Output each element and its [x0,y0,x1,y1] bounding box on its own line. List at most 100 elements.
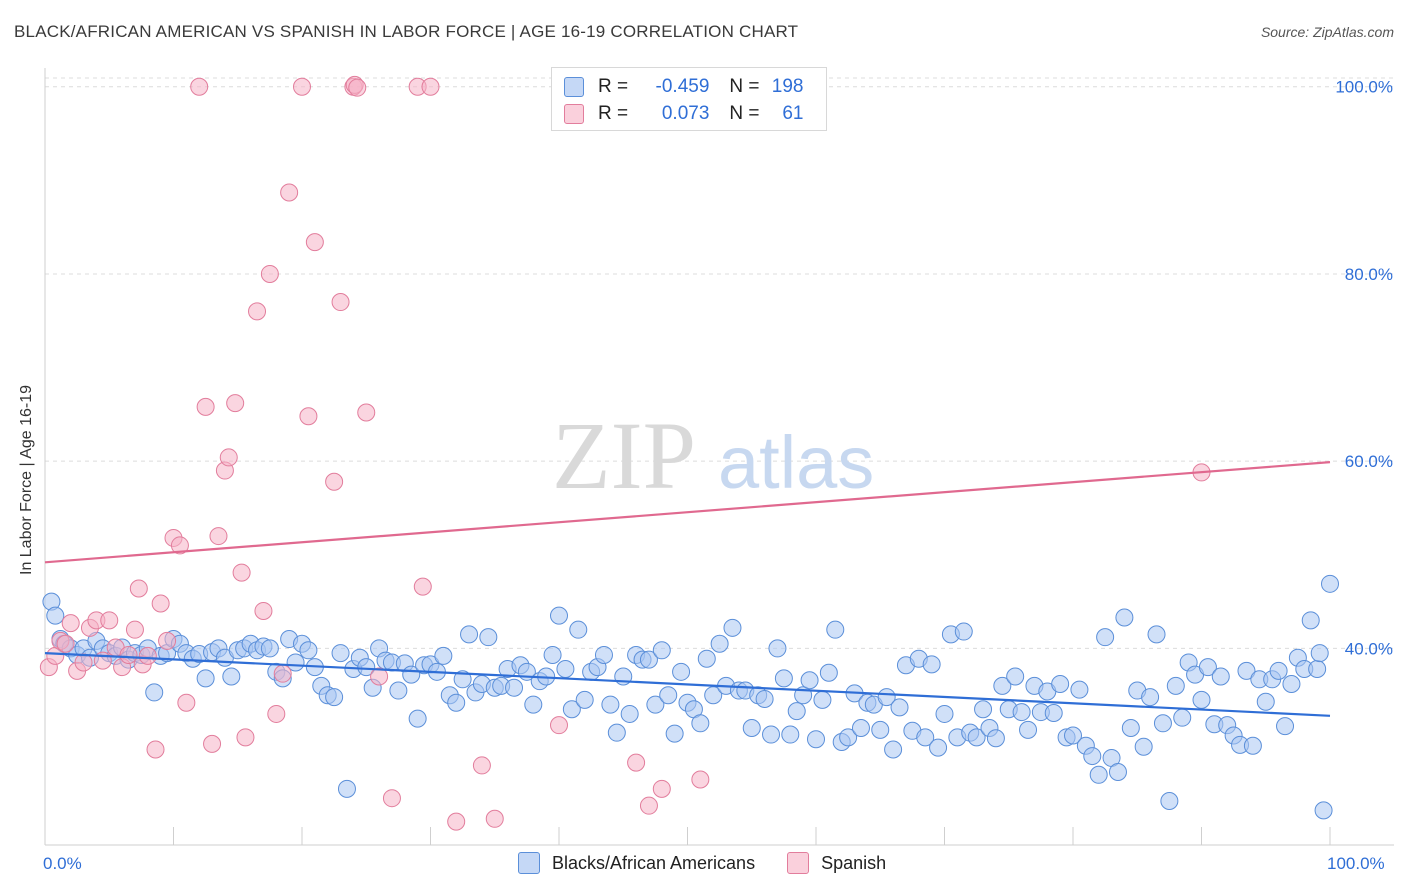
data-point [524,695,543,714]
data-point [1115,608,1134,627]
data-point [1083,747,1102,766]
data-point [550,716,568,735]
data-point [787,702,806,721]
r-value: -0.459 [655,76,710,97]
data-point [74,653,93,672]
data-point [550,606,568,625]
data-point [331,293,350,312]
data-point [819,663,838,682]
data-point [569,620,588,639]
data-point [273,664,292,683]
data-point [190,77,209,96]
series-blacks-points [42,574,1339,820]
data-point [659,686,678,705]
y-tick-label: 60.0% [1345,452,1393,471]
data-point [370,667,389,686]
data-point [652,779,671,798]
data-point [1166,676,1185,695]
data-point [697,649,716,668]
data-point [556,660,575,679]
data-point [260,264,279,283]
data-point [472,756,491,775]
data-point [1314,801,1333,820]
data-point [639,650,658,669]
data-point [232,563,251,582]
data-point [129,579,148,598]
data-point [774,669,793,688]
data-point [254,601,273,620]
n-value: 61 [782,103,804,124]
data-point [1044,704,1063,723]
data-point [325,688,344,707]
data-point [993,676,1012,695]
watermark-atlas: atlas [718,421,874,504]
data-point [594,645,613,664]
data-point [1019,720,1038,739]
data-point [226,394,245,413]
data-point [331,644,350,663]
data-point [1070,680,1089,699]
data-point [408,709,427,728]
data-point [922,655,941,674]
data-point [203,734,222,753]
data-point [1243,736,1262,755]
data-point [543,645,562,664]
data-point [447,693,466,712]
data-point [460,625,479,644]
data-point [145,683,164,702]
data-point [1121,718,1140,737]
n-label: N = [729,76,760,97]
legend-swatch-spanish [787,852,810,874]
data-point [479,628,498,647]
n-label: N = [729,103,760,124]
data-point [884,740,903,759]
data-point [337,779,356,798]
data-point [601,695,620,714]
series-legend: Blacks/African Americans Spanish [518,852,918,874]
correlation-legend: R = -0.459 N = 198 R = 0.073 N = 61 [551,67,827,131]
gridlines [45,77,1394,649]
data-point [447,812,466,831]
data-point [1064,726,1082,745]
data-point [248,302,267,321]
legend-swatch-spanish [564,104,584,124]
data-point [807,730,825,749]
data-point [1160,792,1179,811]
data-point [46,606,65,625]
data-point [916,728,935,747]
chart-title: BLACK/AFRICAN AMERICAN VS SPANISH IN LAB… [14,22,799,41]
data-point [1198,658,1217,677]
legend-item-blacks[interactable]: Blacks/African Americans [518,852,755,874]
data-point [620,704,639,723]
data-point [56,634,75,653]
data-point [826,620,845,639]
data-point [1237,661,1256,680]
legend-swatch-blacks [564,77,584,97]
data-point [146,740,165,759]
data-point [1308,660,1327,679]
data-point [219,448,238,467]
r-label: R = [598,76,629,97]
data-point [967,728,986,747]
data-point [575,690,594,709]
data-point [236,728,255,747]
data-point [851,718,870,737]
data-point [348,78,367,97]
data-point [627,753,646,772]
data-point [755,689,774,708]
legend-item-spanish[interactable]: Spanish [787,852,886,874]
data-point [1301,611,1320,630]
data-point [299,407,318,426]
data-point [267,704,286,723]
data-point [890,698,909,717]
data-point [1282,674,1301,693]
data-point [974,700,993,719]
y-tick-labels: 40.0% 60.0% 80.0% 100.0% [1335,78,1393,659]
data-point [954,622,973,641]
data-point [325,472,344,491]
data-point [119,645,138,664]
axes [44,68,1394,846]
data-point [1108,762,1127,781]
data-point [1051,674,1070,693]
